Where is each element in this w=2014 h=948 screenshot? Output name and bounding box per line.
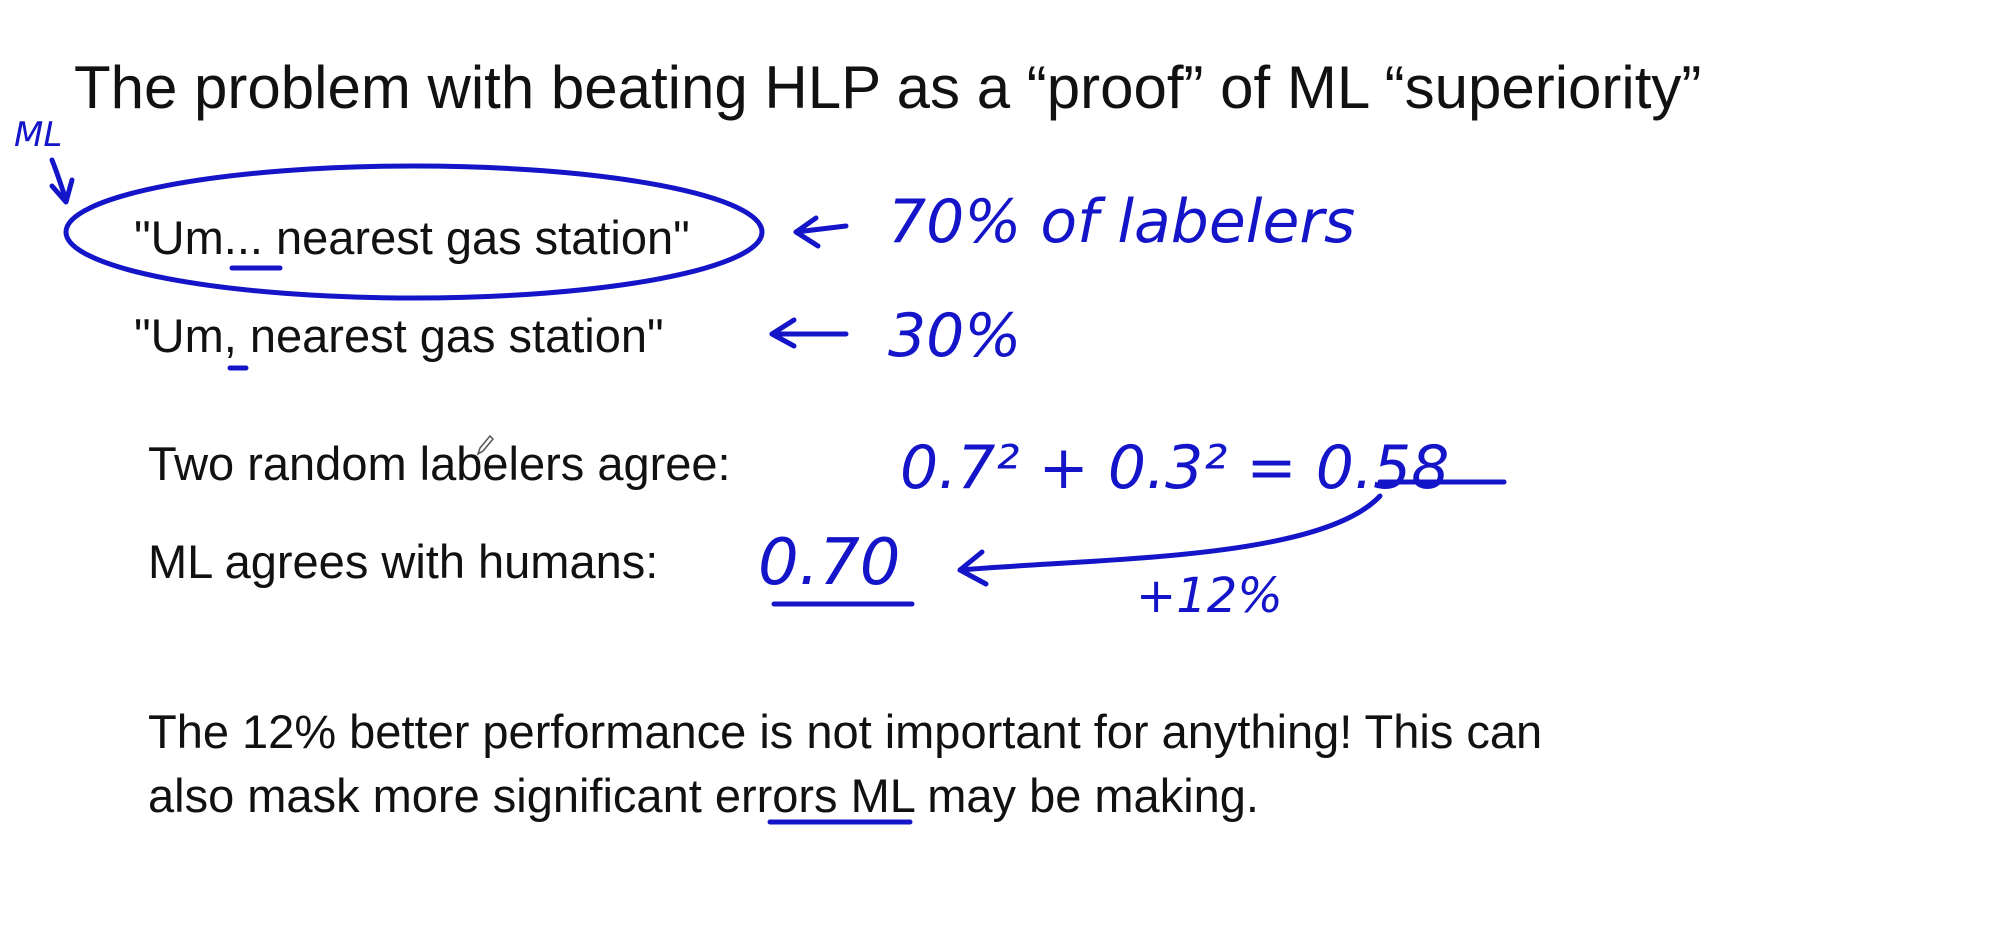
pen-cursor-icon (476, 434, 494, 456)
ml-pointer-arrowhead (49, 177, 75, 205)
conclusion-paragraph: The 12% better performance is not import… (148, 700, 1542, 828)
ml-tag-annotation: ML (14, 115, 62, 155)
arrow-70-head (793, 215, 821, 249)
random-labelers-agree-label: Two random labelers agree: (148, 437, 731, 490)
conclusion-line-1: The 12% better performance is not import… (148, 705, 1543, 758)
agreement-calculation: 0.7² + 0.3² = 0.58 (900, 433, 1449, 503)
example-transcript-comma: "Um, nearest gas station" (134, 309, 664, 362)
ml-score-annotation: 0.70 (758, 526, 901, 600)
arrow-70-shaft (793, 223, 849, 235)
slide-title: The problem with beating HLP as a “proof… (74, 54, 1702, 121)
ml-agrees-label: ML agrees with humans: (148, 535, 659, 588)
conclusion-line-2: also mask more significant errors ML may… (148, 769, 1259, 822)
comparison-arrow (957, 493, 1383, 573)
arrow-30-head (769, 317, 797, 349)
selection-ellipse (63, 163, 765, 301)
gain-annotation: +12% (1136, 568, 1283, 624)
example-transcript-ellipsis: "Um... nearest gas station" (134, 211, 690, 264)
comparison-arrowhead (957, 549, 989, 587)
annotation-70-percent: 70% of labelers (888, 187, 1355, 257)
annotation-30-percent: 30% (888, 301, 1021, 371)
